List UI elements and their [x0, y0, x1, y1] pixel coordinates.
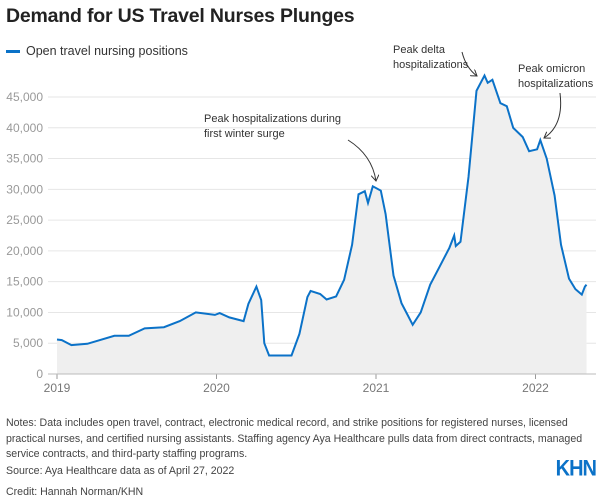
annotation-line: first winter surge	[204, 128, 285, 140]
y-tick-label: 45,000	[6, 90, 43, 104]
legend: Open travel nursing positions	[6, 44, 188, 58]
y-tick-label: 5,000	[13, 336, 43, 350]
credit: Credit: Hannah Norman/KHN	[6, 486, 144, 498]
x-tick-label: 2019	[44, 381, 71, 395]
annotation-line: Peak delta	[393, 44, 446, 56]
y-tick-label: 30,000	[6, 182, 43, 196]
chart-title: Demand for US Travel Nurses Plunges	[6, 5, 355, 27]
y-tick-label: 0	[36, 367, 43, 381]
annotation-arrow	[544, 92, 562, 138]
annotation-line: Peak hospitalizations during	[204, 113, 341, 125]
series-area	[57, 75, 587, 374]
annotation-line: hospitalizations	[393, 59, 469, 71]
khn-logo: KHN	[555, 456, 597, 482]
annotation-omicron: Peak omicron hospitalizations	[518, 63, 594, 138]
annotation-first-winter: Peak hospitalizations during first winte…	[204, 113, 376, 181]
y-tick-label: 35,000	[6, 152, 43, 166]
series-line	[56, 73, 588, 357]
y-tick-label: 40,000	[6, 121, 43, 135]
y-tick-label: 25,000	[6, 213, 43, 227]
y-tick-label: 20,000	[6, 244, 43, 258]
annotation-line: hospitalizations	[518, 78, 594, 90]
legend-swatch	[6, 49, 20, 53]
annotation-arrow	[461, 51, 477, 76]
y-tick-label: 10,000	[6, 305, 43, 319]
notes: Notes: Data includes open travel, contra…	[6, 417, 583, 460]
legend-label: Open travel nursing positions	[26, 44, 188, 58]
annotation-delta: Peak delta hospitalizations	[393, 44, 477, 76]
annotation-line: Peak omicron	[518, 63, 585, 75]
x-tick-label: 2022	[522, 381, 549, 395]
x-tick-label: 2021	[363, 381, 390, 395]
x-tick-label: 2020	[203, 381, 230, 395]
annotation-arrow	[347, 139, 376, 181]
y-tick-label: 15,000	[6, 275, 43, 289]
source: Source: Aya Healthcare data as of April …	[6, 465, 235, 477]
